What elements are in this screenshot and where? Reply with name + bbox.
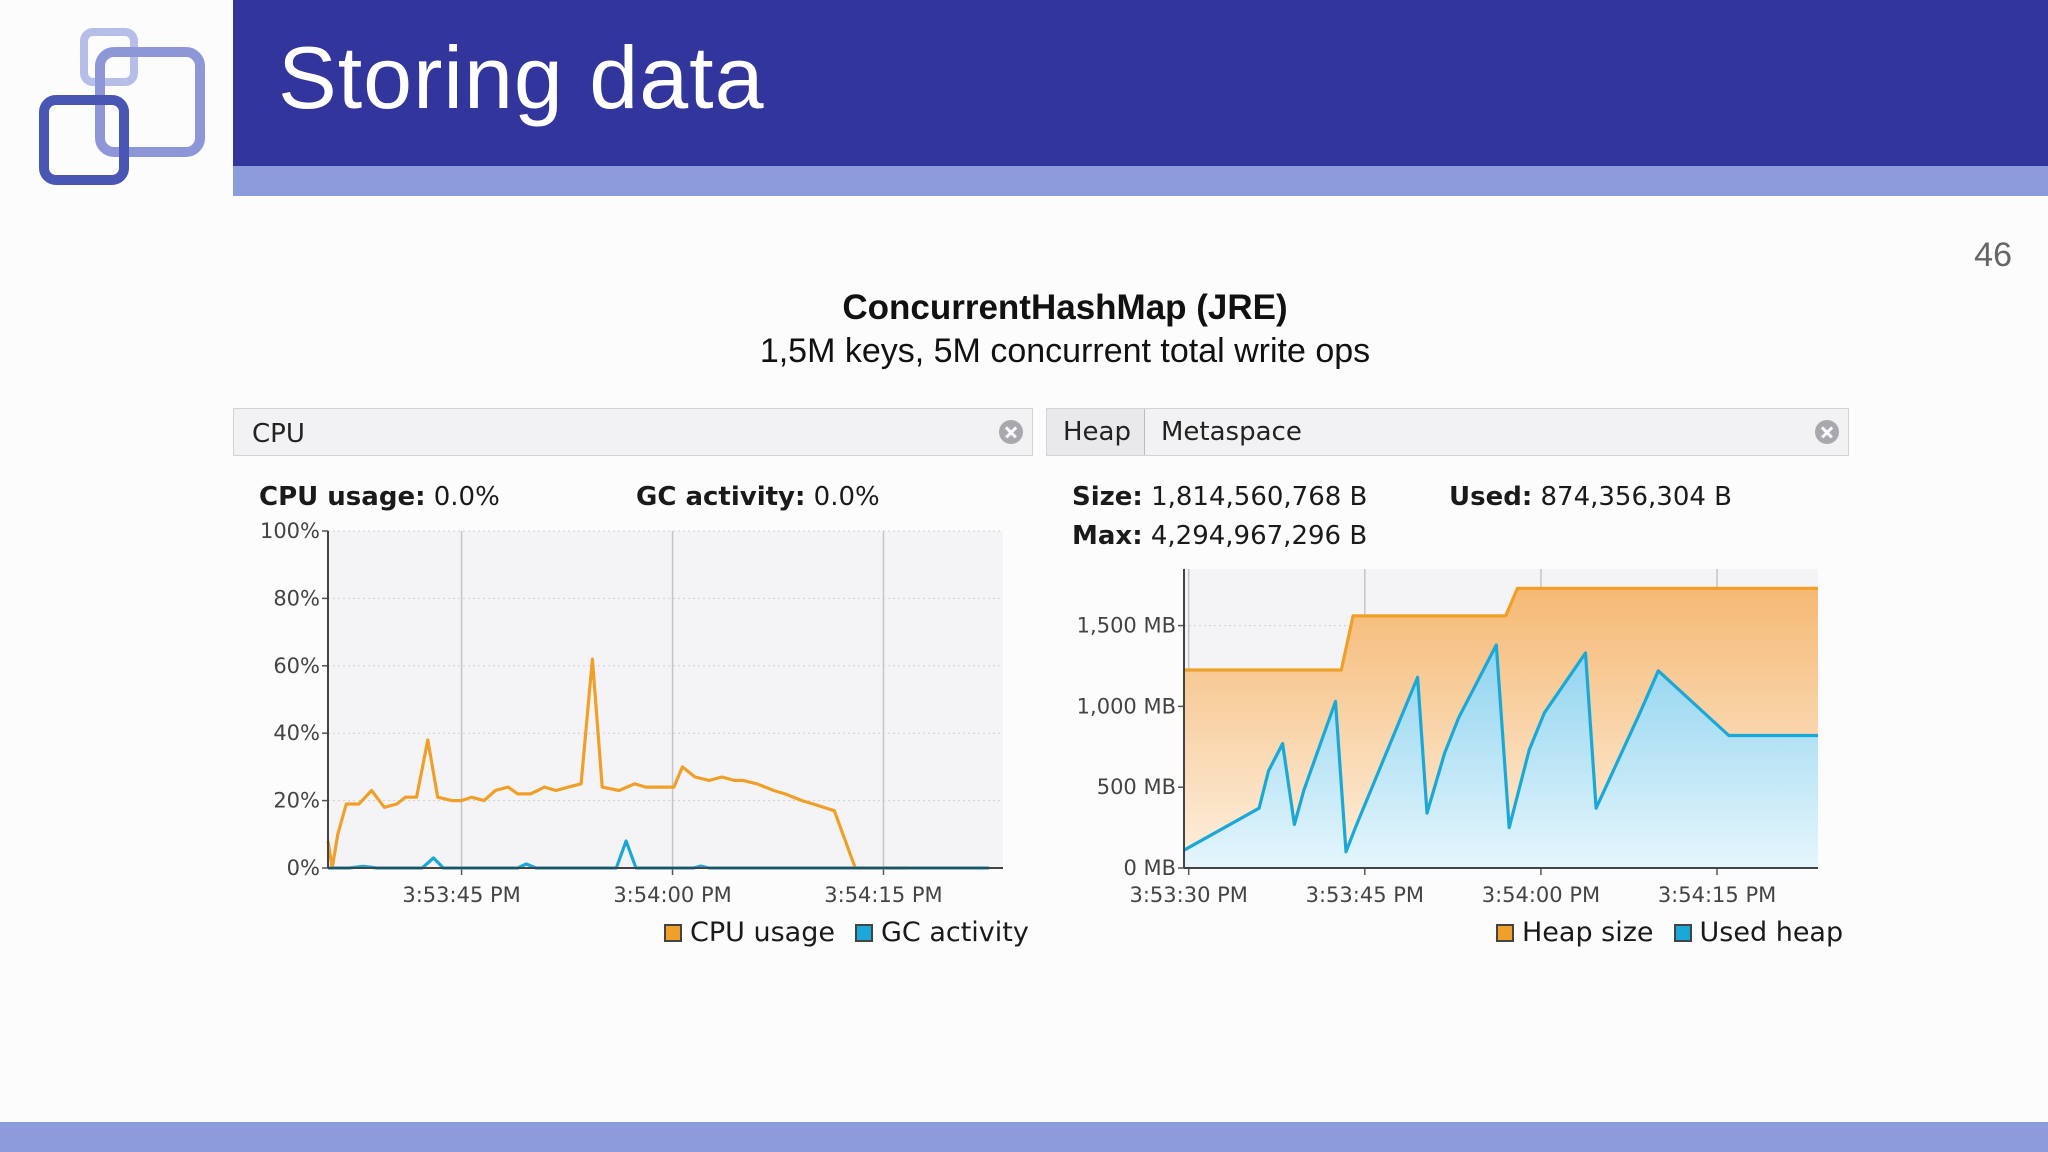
heap-y-tick-label: 1,500 MB [1077, 614, 1176, 638]
gc-activity-value: 0.0% [813, 482, 880, 512]
heap-y-tick-label: 1,000 MB [1077, 694, 1176, 718]
cpu-panel-header: CPU [233, 408, 1033, 456]
logo-overlapping-squares-icon [39, 28, 205, 185]
cpu-usage-value: 0.0% [433, 482, 500, 512]
slide-title: Storing data [278, 28, 765, 127]
cpu-y-tick-label: 60% [273, 654, 320, 678]
cpu-plot-area [328, 531, 1003, 868]
heap-panel-header: Heap Metaspace [1046, 408, 1849, 456]
legend-item-used-heap: Used heap [1673, 917, 1844, 948]
legend-label-heap-size: Heap size [1522, 917, 1654, 948]
legend-swatch-blue [1673, 923, 1692, 942]
heap-x-tick-label: 3:53:45 PM [1306, 883, 1424, 907]
heap-max-label: Max: [1072, 521, 1143, 551]
legend-item-cpu-usage: CPU usage [664, 917, 835, 948]
title-bar-band [233, 166, 2048, 196]
heap-size-label: Size: [1072, 482, 1143, 512]
tab-metaspace[interactable]: Metaspace [1161, 417, 1302, 447]
legend-label-gc-activity: GC activity [880, 917, 1029, 948]
cpu-x-tick-label: 3:54:15 PM [824, 883, 942, 907]
cpu-x-tick-label: 3:53:45 PM [402, 883, 520, 907]
close-circle-icon[interactable] [1815, 420, 1839, 444]
legend-item-heap-size: Heap size [1496, 917, 1654, 948]
gc-activity-label: GC activity: [636, 482, 806, 512]
legend-swatch-orange [664, 923, 682, 942]
cpu-tab-label[interactable]: CPU [252, 419, 305, 449]
legend-swatch-blue [854, 923, 873, 942]
cpu-usage-label: CPU usage: [259, 482, 426, 512]
heap-legend: Heap size Used heap [1496, 917, 1843, 948]
heap-size-value: 1,814,560,768 B [1151, 482, 1368, 512]
tab-heap[interactable]: Heap [1047, 409, 1145, 455]
legend-label-cpu-usage: CPU usage [690, 917, 835, 948]
legend-label-used-heap: Used heap [1699, 917, 1844, 948]
heap-series-used-heap [1183, 643, 1818, 854]
cpu-y-tick-label: 80% [273, 586, 320, 610]
slide-subheading: 1,5M keys, 5M concurrent total write ops [759, 332, 1371, 370]
heap-used-value: 874,356,304 B [1540, 482, 1733, 512]
title-bar [233, 0, 2048, 166]
page-number: 46 [1974, 236, 2012, 274]
cpu-x-tick-label: 3:54:00 PM [613, 883, 731, 907]
heap-x-tick-label: 3:54:15 PM [1658, 883, 1776, 907]
heap-used-stat: Used: 874,356,304 B [1449, 482, 1732, 512]
cpu-series-cpu-usage [326, 657, 908, 870]
cpu-y-tick-label: 100% [260, 519, 320, 543]
heap-max-value: 4,294,967,296 B [1150, 521, 1368, 551]
heap-size-stat: Size: 1,814,560,768 B [1072, 482, 1367, 512]
cpu-usage-stat: CPU usage: 0.0% [259, 482, 500, 512]
heap-y-tick-label: 0 MB [1123, 856, 1176, 880]
legend-item-gc-activity: GC activity [854, 917, 1029, 948]
cpu-y-tick-label: 20% [273, 789, 320, 813]
heap-x-tick-label: 3:54:00 PM [1482, 883, 1600, 907]
heap-x-tick-label: 3:53:30 PM [1129, 883, 1247, 907]
cpu-legend: CPU usage GC activity [664, 917, 1029, 948]
cpu-y-tick-label: 40% [273, 721, 320, 745]
cpu-y-tick-label: 0% [287, 856, 320, 880]
gc-activity-stat: GC activity: 0.0% [636, 482, 880, 512]
legend-swatch-orange [1496, 923, 1514, 942]
heap-series-heap-size [1184, 586, 1818, 672]
heap-y-tick-label: 500 MB [1097, 775, 1176, 799]
close-circle-icon[interactable] [999, 420, 1023, 444]
slide-heading: ConcurrentHashMap (JRE) [842, 288, 1288, 327]
heap-max-stat: Max: 4,294,967,296 B [1072, 521, 1367, 551]
footer-band [0, 1122, 2048, 1152]
heap-used-label: Used: [1449, 482, 1533, 512]
